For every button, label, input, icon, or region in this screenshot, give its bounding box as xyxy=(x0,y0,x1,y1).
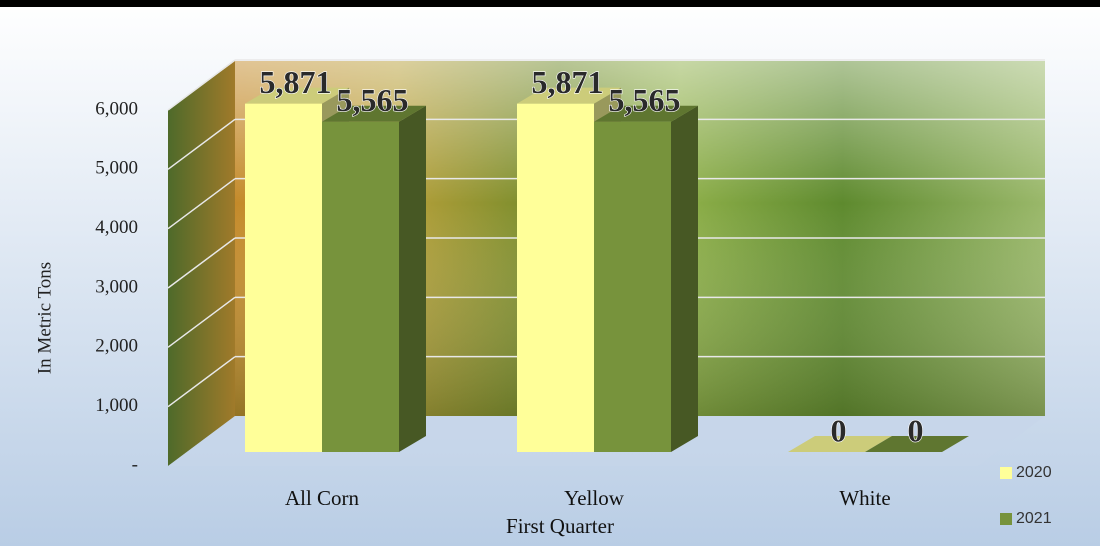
legend-swatch xyxy=(1000,513,1012,525)
y-tick-label: - xyxy=(132,454,138,475)
y-axis-label: In Metric Tons xyxy=(34,262,55,374)
bar xyxy=(245,104,322,452)
bar xyxy=(594,122,671,452)
legend-label: 2020 xyxy=(1016,464,1052,481)
chart: In Metric Tons First Quarter - 1,000 2,000… xyxy=(0,0,1100,546)
y-tick-label: 4,000 xyxy=(95,217,138,238)
bar-side xyxy=(399,106,426,452)
bar xyxy=(517,104,594,452)
top-border xyxy=(0,0,1100,7)
x-axis-label: First Quarter xyxy=(506,514,614,538)
x-tick-label: White xyxy=(839,486,890,510)
y-tick-label: 3,000 xyxy=(95,276,138,297)
y-tick-label: 2,000 xyxy=(95,336,138,357)
bar-side xyxy=(671,106,698,452)
y-tick-label: 6,000 xyxy=(95,98,138,119)
value-label: 5,871 xyxy=(532,64,604,100)
x-tick-label: Yellow xyxy=(564,486,625,510)
value-label: 0 xyxy=(908,412,924,448)
y-tick-label: 1,000 xyxy=(95,395,138,416)
bar xyxy=(322,122,399,452)
legend-swatch xyxy=(1000,467,1012,479)
value-label: 5,871 xyxy=(260,64,332,100)
y-tick-label: 5,000 xyxy=(95,158,138,179)
value-label: 5,565 xyxy=(337,82,409,118)
legend-label: 2021 xyxy=(1016,510,1052,527)
value-label: 0 xyxy=(831,412,847,448)
value-label: 5,565 xyxy=(609,82,681,118)
x-tick-label: All Corn xyxy=(285,486,360,510)
